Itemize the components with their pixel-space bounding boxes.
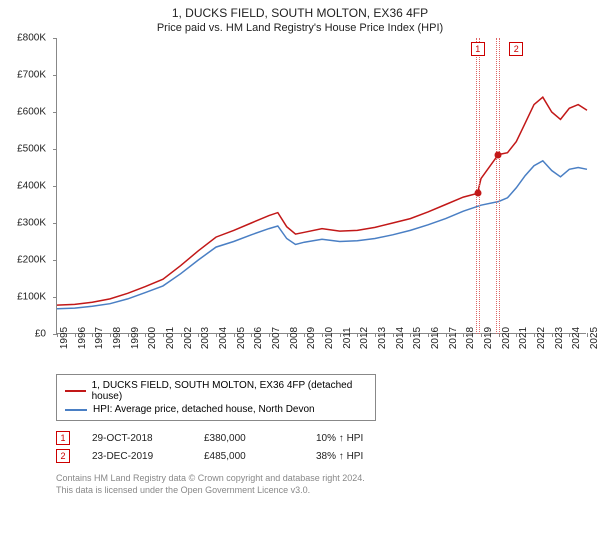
chart-subtitle: Price paid vs. HM Land Registry's House … xyxy=(14,22,586,34)
x-tick-label: 2000 xyxy=(147,327,158,349)
legend-item: 1, DUCKS FIELD, SOUTH MOLTON, EX36 4FP (… xyxy=(65,379,367,403)
y-tick-label: £0 xyxy=(35,329,46,340)
x-tick-label: 2006 xyxy=(253,327,264,349)
y-tick-label: £100K xyxy=(17,292,46,303)
marker-label: 1 xyxy=(471,42,485,56)
x-tick-label: 2007 xyxy=(271,327,282,349)
legend-label: HPI: Average price, detached house, Nort… xyxy=(93,404,315,415)
x-tick-label: 2021 xyxy=(518,327,529,349)
marker-band xyxy=(476,38,480,334)
series-line xyxy=(57,161,587,309)
x-tick-label: 1996 xyxy=(77,327,88,349)
x-tick-label: 2010 xyxy=(324,327,335,349)
line-layer xyxy=(57,38,587,334)
x-tick-label: 1995 xyxy=(59,327,70,349)
x-tick-label: 2017 xyxy=(448,327,459,349)
x-tick-label: 2018 xyxy=(465,327,476,349)
legend: 1, DUCKS FIELD, SOUTH MOLTON, EX36 4FP (… xyxy=(56,374,376,421)
marker-date: 29-OCT-2018 xyxy=(92,433,182,444)
marker-number: 1 xyxy=(56,431,70,445)
chart-area: 12 1995199619971998199920002001200220032… xyxy=(14,38,586,368)
x-tick-label: 2005 xyxy=(236,327,247,349)
y-tick-label: £400K xyxy=(17,181,46,192)
x-tick-label: 2012 xyxy=(359,327,370,349)
y-tick-label: £300K xyxy=(17,218,46,229)
legend-label: 1, DUCKS FIELD, SOUTH MOLTON, EX36 4FP (… xyxy=(92,380,367,402)
x-tick-label: 2015 xyxy=(412,327,423,349)
footer-line-1: Contains HM Land Registry data © Crown c… xyxy=(56,473,586,485)
footer-line-2: This data is licensed under the Open Gov… xyxy=(56,485,586,497)
x-tick-label: 2023 xyxy=(554,327,565,349)
plot-region: 12 xyxy=(56,38,586,334)
x-tick-label: 2002 xyxy=(183,327,194,349)
x-tick-label: 2011 xyxy=(342,327,353,349)
x-tick-label: 2020 xyxy=(501,327,512,349)
x-tick-label: 2008 xyxy=(289,327,300,349)
series-line xyxy=(57,97,587,305)
x-tick-label: 2016 xyxy=(430,327,441,349)
chart-title: 1, DUCKS FIELD, SOUTH MOLTON, EX36 4FP xyxy=(14,6,586,20)
x-axis-labels: 1995199619971998199920002001200220032004… xyxy=(56,338,586,368)
legend-swatch xyxy=(65,390,86,392)
marker-table-row: 1 29-OCT-2018 £380,000 10% ↑ HPI xyxy=(56,429,586,447)
x-tick-label: 2019 xyxy=(483,327,494,349)
marker-price: £485,000 xyxy=(204,451,294,462)
x-tick-label: 2025 xyxy=(589,327,600,349)
x-tick-label: 2024 xyxy=(571,327,582,349)
marker-table: 1 29-OCT-2018 £380,000 10% ↑ HPI 2 23-DEC-201… xyxy=(56,429,586,465)
x-tick-label: 2003 xyxy=(200,327,211,349)
x-tick-label: 1999 xyxy=(130,327,141,349)
marker-pct: 10% ↑ HPI xyxy=(316,433,406,444)
x-tick-label: 2001 xyxy=(165,327,176,349)
marker-number: 2 xyxy=(56,449,70,463)
marker-date: 23-DEC-2019 xyxy=(92,451,182,462)
x-tick-label: 2013 xyxy=(377,327,388,349)
y-tick-label: £800K xyxy=(17,33,46,44)
marker-table-row: 2 23-DEC-2019 £485,000 38% ↑ HPI xyxy=(56,447,586,465)
x-tick-label: 2022 xyxy=(536,327,547,349)
y-tick-label: £500K xyxy=(17,144,46,155)
y-tick-label: £600K xyxy=(17,107,46,118)
x-tick-label: 1997 xyxy=(94,327,105,349)
x-tick-label: 1998 xyxy=(112,327,123,349)
y-tick-label: £700K xyxy=(17,70,46,81)
marker-pct: 38% ↑ HPI xyxy=(316,451,406,462)
marker-price: £380,000 xyxy=(204,433,294,444)
marker-label: 2 xyxy=(509,42,523,56)
x-tick-label: 2014 xyxy=(395,327,406,349)
price-paid-marker xyxy=(474,190,481,197)
footer: Contains HM Land Registry data © Crown c… xyxy=(56,473,586,496)
legend-swatch xyxy=(65,409,87,411)
legend-item: HPI: Average price, detached house, Nort… xyxy=(65,403,367,416)
x-tick-label: 2004 xyxy=(218,327,229,349)
marker-band xyxy=(496,38,500,334)
y-tick-label: £200K xyxy=(17,255,46,266)
price-paid-marker xyxy=(495,151,502,158)
x-tick-label: 2009 xyxy=(306,327,317,349)
